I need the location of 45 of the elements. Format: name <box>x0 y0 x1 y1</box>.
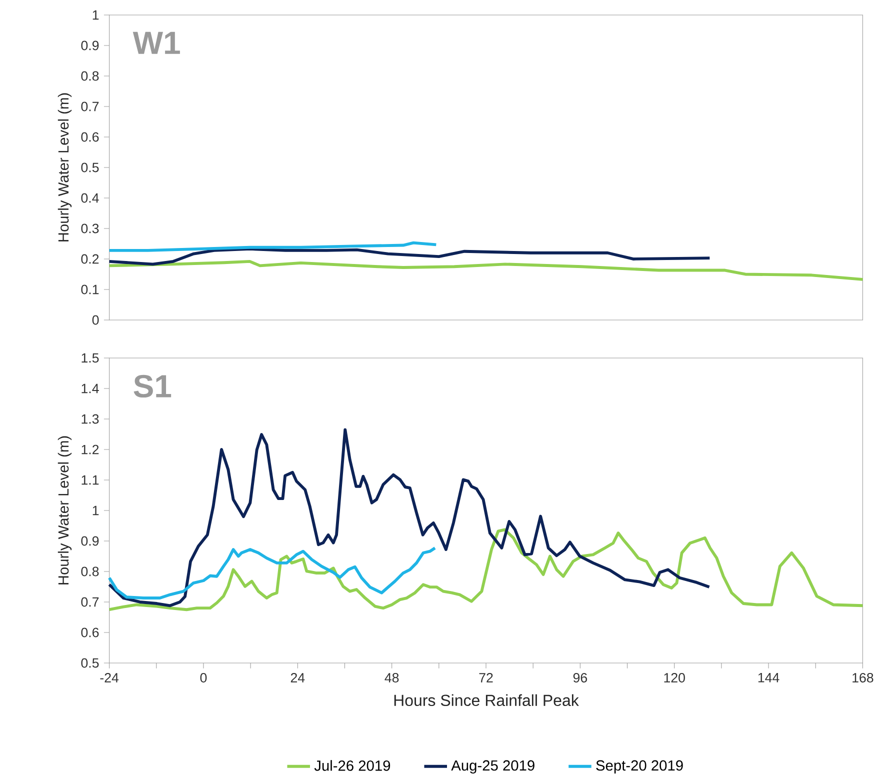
annotation: W1 <box>132 32 180 54</box>
y-tick-label: 0.7 <box>81 102 99 112</box>
y-tick-label: 0.8 <box>81 566 99 576</box>
line-series <box>108 528 864 612</box>
y-tick-label: 0.5 <box>81 658 99 668</box>
y-axis-title: Hourly Water Level (m) <box>58 436 72 584</box>
annotation: S1 <box>134 374 172 398</box>
x-tick-label: 144 <box>758 673 780 682</box>
y-tick-label: 0.6 <box>81 628 99 638</box>
line-series <box>108 260 864 281</box>
x-tick-label: 72 <box>479 673 493 682</box>
y-tick-label: 1.5 <box>82 353 99 363</box>
y-tick-label: 0.9 <box>81 40 99 50</box>
y-tick-label: 0.9 <box>81 536 99 546</box>
x-tick-label: 120 <box>664 673 685 682</box>
y-tick-label: 0 <box>92 315 99 325</box>
line-series <box>108 546 436 600</box>
x-tick-label: 48 <box>384 673 399 682</box>
x-tick-label: -24 <box>100 673 119 682</box>
y-tick-label: 1.4 <box>82 384 99 394</box>
legend-label: Sept-20 2019 <box>596 760 683 774</box>
y-tick-label: 0.4 <box>81 193 99 203</box>
y-tick-label: 0.8 <box>81 71 99 81</box>
x-axis-title: Hours Since Rainfall Peak <box>394 694 579 706</box>
y-tick-label: 0.2 <box>81 254 99 264</box>
y-axis-title: Hourly Water Level (m) <box>58 93 72 242</box>
y-tick-label: 0.6 <box>81 132 99 142</box>
legend-label: Jul-26 2019 <box>314 760 390 771</box>
x-tick-label: 24 <box>290 673 305 682</box>
legend-label: Aug-25 2019 <box>451 760 534 774</box>
x-tick-label: 168 <box>852 673 874 682</box>
line-series <box>108 241 438 252</box>
x-tick-label: 0 <box>200 673 207 682</box>
y-tick-label: 1.3 <box>82 414 99 424</box>
y-tick-label: 0.5 <box>81 162 99 172</box>
x-tick-label: 96 <box>573 673 588 682</box>
y-tick-label: 0.1 <box>81 284 99 294</box>
y-tick-label: 1 <box>92 10 99 20</box>
y-tick-label: 0.7 <box>81 597 99 607</box>
y-tick-label: 1.1 <box>82 475 99 485</box>
y-tick-label: 1.2 <box>82 444 99 454</box>
line-series <box>108 428 711 608</box>
y-tick-label: 1 <box>92 506 99 516</box>
y-tick-label: 0.3 <box>81 224 99 234</box>
line-series <box>108 247 712 266</box>
